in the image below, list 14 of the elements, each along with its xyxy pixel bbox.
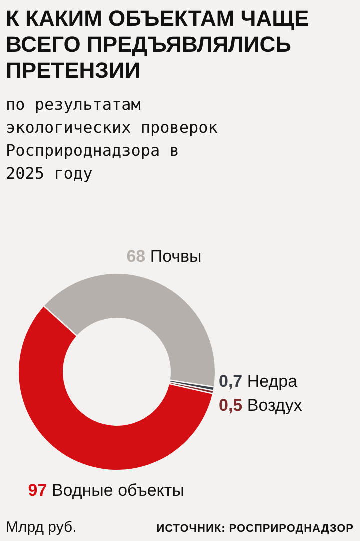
donut-slice	[170, 380, 214, 390]
slice-label: Недра	[242, 372, 298, 391]
slice-label: Воздух	[242, 396, 303, 415]
donut-slice	[170, 383, 214, 394]
slice-label: Водные объекты	[47, 481, 184, 500]
data-label: 97	[28, 481, 48, 500]
text: ИСТОЧНИК: РОСПРИРОДНАДЗОР	[156, 523, 354, 535]
data-label: 0,7	[219, 372, 243, 391]
slice-label: Почвы	[146, 247, 202, 266]
chart-subtitle: по результатам экологических проверок Росприроднадзора в 2025 году	[6, 95, 218, 183]
data-label: 68	[126, 247, 146, 266]
chart-title: К КАКИМ ОБЪЕКТАМ ЧАЩЕ ВСЕГО ПРЕДЪЯВЛЯЛИСЬ ПРЕТЕНЗИИ	[6, 6, 310, 83]
text: Млрд руб.	[6, 519, 77, 536]
data-label: 0,5	[219, 396, 243, 415]
